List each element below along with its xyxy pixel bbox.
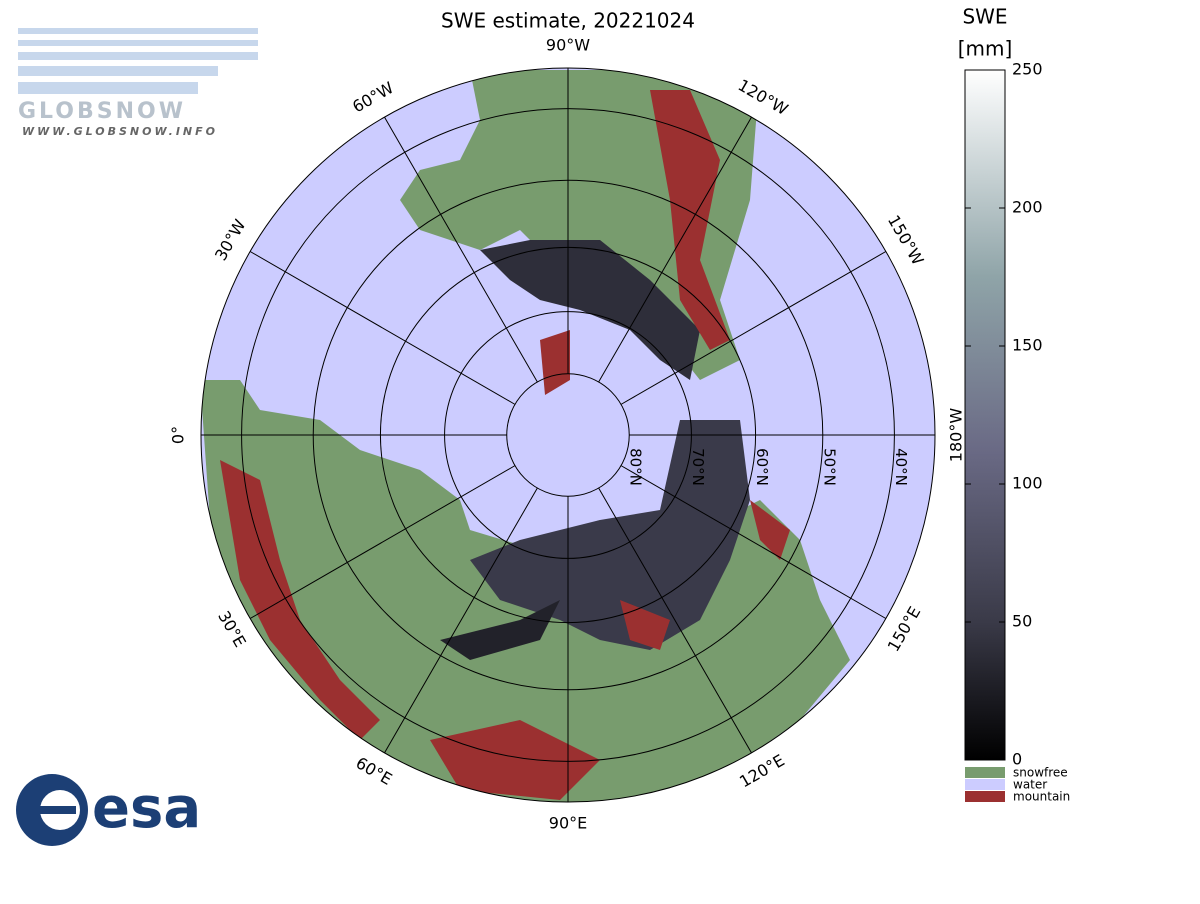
legend-swatch <box>965 767 1005 778</box>
longitude-label: 60°E <box>353 753 396 789</box>
map-title: SWE estimate, 20221024 <box>441 9 695 33</box>
longitude-label: 30°W <box>211 216 250 264</box>
meridian <box>384 116 538 383</box>
meridian <box>620 465 887 619</box>
globsnow-url: WWW.GLOBSNOW.INFO <box>22 125 218 138</box>
esa-text: esa <box>92 776 201 841</box>
latitude-label: 60°N <box>753 448 771 486</box>
meridian <box>249 465 516 619</box>
meridian <box>598 116 752 383</box>
colorbar-tick-label: 100 <box>1012 474 1043 493</box>
latitude-label: 80°N <box>627 448 645 486</box>
longitude-label: 60°W <box>349 78 397 117</box>
meridian <box>620 251 887 405</box>
longitude-label: 90°E <box>549 814 587 833</box>
legend-label: mountain <box>1013 790 1070 804</box>
colorbar-tick-label: 250 <box>1012 60 1043 79</box>
colorbar-unit: [mm] <box>958 37 1013 61</box>
globsnow-text: GLOBSNOW <box>18 99 186 124</box>
graticule <box>201 68 935 802</box>
colorbar-label: SWE <box>962 5 1007 29</box>
colorbar <box>964 69 1006 761</box>
meridian <box>384 487 538 754</box>
legend-label: snowfree <box>1013 766 1068 780</box>
legend-swatch <box>965 791 1005 802</box>
map-border <box>200 67 936 803</box>
longitude-label: 90°W <box>546 36 590 55</box>
map-disk <box>201 68 935 802</box>
longitude-label: 30°E <box>214 608 250 651</box>
meridian <box>249 251 516 405</box>
latitude-label: 50°N <box>820 448 838 486</box>
colorbar-tick-label: 150 <box>1012 336 1043 355</box>
longitude-label: 0° <box>169 426 188 444</box>
colorbar-tick-label: 200 <box>1012 198 1043 217</box>
latitude-label: 40°N <box>892 448 910 486</box>
legend-label: water <box>1013 778 1047 792</box>
legend-swatch <box>965 779 1005 790</box>
globsnow-logo: GLOBSNOW WWW.GLOBSNOW.INFO <box>18 28 258 138</box>
colorbar-tick-label: 50 <box>1012 612 1032 631</box>
esa-logo: esa <box>16 774 201 846</box>
latitude-label: 70°N <box>689 448 707 486</box>
meridian <box>598 487 752 754</box>
colorbar-tick-label: 0 <box>1012 750 1022 769</box>
longitude-label: 180°W <box>947 408 966 463</box>
